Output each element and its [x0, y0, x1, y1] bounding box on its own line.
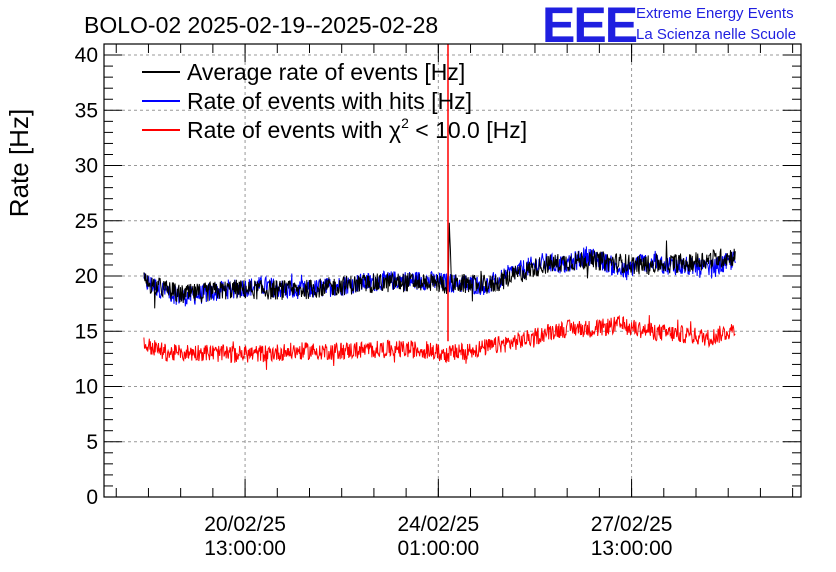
logo-line-2: La Scienza nelle Scuole: [636, 26, 796, 43]
y-tick-label: 5: [86, 431, 98, 454]
legend: Average rate of events [Hz] Rate of event…: [142, 59, 527, 143]
y-tick-label: 20: [75, 265, 98, 288]
y-tick-label: 40: [75, 44, 98, 67]
series-group: [143, 44, 736, 370]
x-tick-time: 13:00:00: [591, 537, 673, 560]
y-tick-label: 10: [75, 376, 98, 399]
chart-title: BOLO-02 2025-02-19--2025-02-28: [84, 12, 438, 38]
x-tick-date: 24/02/25: [397, 513, 479, 536]
y-axis-label: Rate [Hz]: [4, 109, 34, 217]
legend-label-2: Rate of events with χ2 < 10.0 [Hz]: [187, 115, 527, 143]
x-tick-date: 27/02/25: [591, 513, 673, 536]
x-tick-date: 20/02/25: [204, 513, 286, 536]
y-tick-label: 35: [75, 99, 98, 122]
y-tick-label: 30: [75, 155, 98, 178]
legend-label-1: Rate of events with hits [Hz]: [187, 88, 472, 114]
series-line-2: [143, 314, 736, 370]
axes-ticks: 051015202530354020/02/2513:00:0024/02/25…: [75, 43, 801, 560]
legend-label-0: Average rate of events [Hz]: [187, 59, 465, 85]
x-tick-time: 01:00:00: [397, 537, 479, 560]
y-tick-label: 25: [75, 210, 98, 233]
eee-logo: EEE Extreme Energy Events La Scienza nel…: [542, 0, 796, 53]
y-tick-label: 15: [75, 320, 98, 343]
plot-frame: [103, 43, 802, 498]
logo-mark: EEE: [542, 0, 637, 53]
series-line-1: [143, 246, 736, 307]
series-line-0: [143, 222, 736, 309]
logo-line-1: Extreme Energy Events: [636, 5, 794, 22]
y-tick-label: 0: [86, 486, 98, 509]
x-tick-time: 13:00:00: [204, 537, 286, 560]
